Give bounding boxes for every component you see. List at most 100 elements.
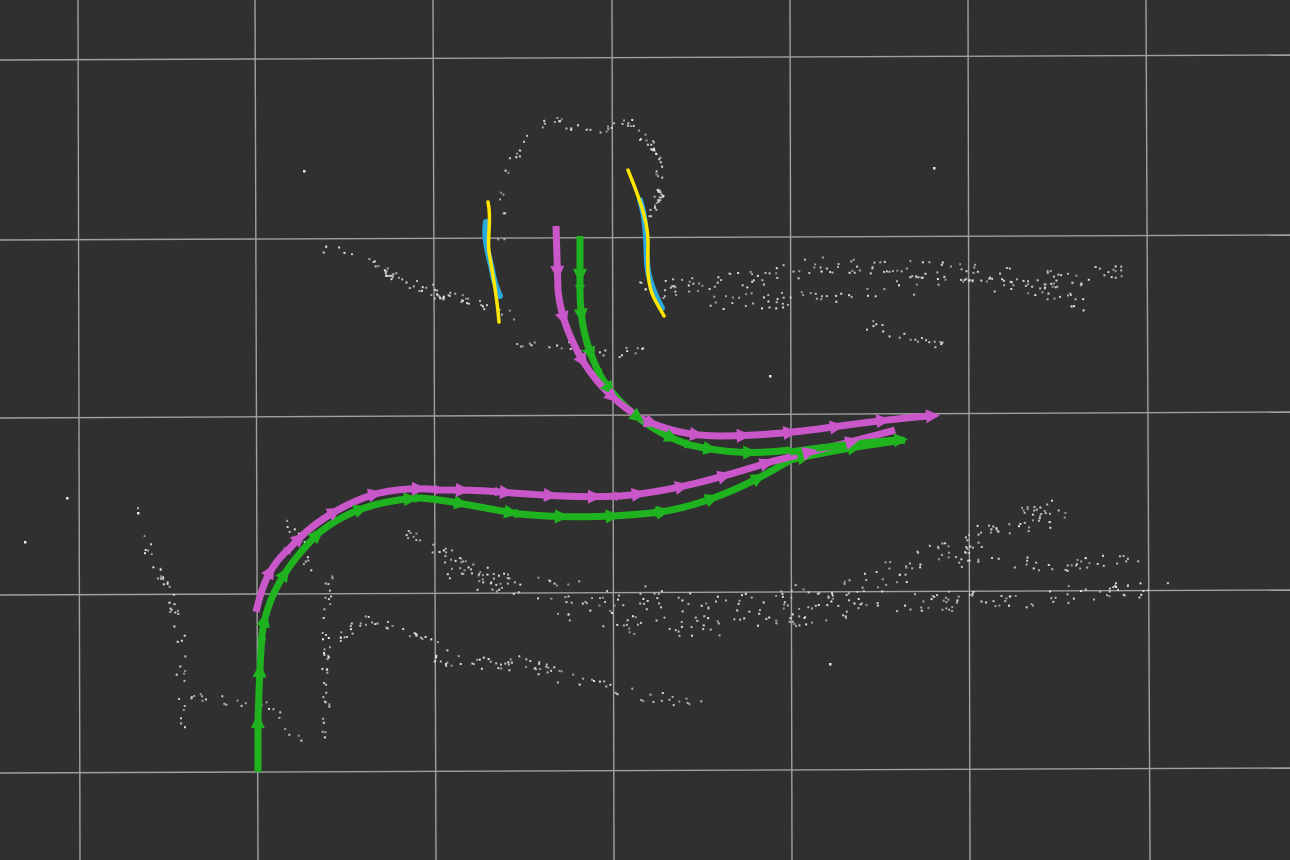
- cloud-point: [626, 124, 629, 127]
- cloud-point: [492, 573, 495, 575]
- cloud-point: [947, 556, 950, 559]
- cloud-point: [791, 620, 794, 623]
- cloud-point: [631, 615, 634, 618]
- cloud-point: [376, 622, 379, 625]
- cloud-point: [500, 586, 503, 589]
- cloud-point: [339, 639, 342, 642]
- cloud-point: [1074, 298, 1077, 301]
- cloud-point: [1139, 582, 1142, 585]
- cloud-point: [1037, 519, 1040, 522]
- cloud-point: [518, 149, 521, 152]
- cloud-point: [525, 658, 528, 661]
- cloud-point: [636, 623, 639, 626]
- cloud-point: [610, 612, 613, 614]
- cloud-point: [650, 148, 653, 151]
- cloud-point: [572, 673, 575, 676]
- cloud-point: [802, 588, 805, 591]
- cloud-point: [803, 258, 806, 261]
- cloud-point: [560, 347, 563, 350]
- cloud-point: [700, 700, 703, 703]
- cloud-point: [680, 625, 683, 628]
- cloud-point: [713, 285, 716, 288]
- cloud-point: [1036, 279, 1039, 282]
- cloud-point: [1084, 588, 1087, 591]
- cloud-point: [876, 604, 879, 607]
- cloud-point: [936, 278, 939, 280]
- cloud-point: [391, 274, 394, 277]
- cloud-point: [657, 199, 660, 202]
- trajectory-arrow-icon: [662, 428, 680, 442]
- cloud-point: [707, 617, 710, 620]
- trajectory-arrow-icon: [587, 489, 603, 504]
- cloud-point: [928, 341, 931, 344]
- cloud-point: [244, 702, 247, 705]
- cloud-point: [980, 600, 983, 603]
- cloud-point: [265, 701, 268, 704]
- cloud-point: [819, 266, 822, 269]
- cloud-point: [178, 697, 180, 700]
- cloud-point: [780, 590, 783, 593]
- cloud-point: [867, 294, 869, 297]
- cloud-point: [655, 152, 657, 155]
- cloud-point: [168, 585, 171, 588]
- cloud-point: [497, 574, 500, 577]
- cloud-point: [660, 193, 663, 196]
- cloud-point: [543, 119, 546, 122]
- cloud-point: [713, 295, 716, 298]
- cloud-point: [1115, 582, 1117, 585]
- cloud-point: [881, 578, 884, 581]
- cloud-point: [462, 573, 465, 575]
- cloud-point: [1025, 563, 1028, 566]
- cloud-point: [845, 617, 847, 620]
- cloud-point: [1117, 588, 1119, 591]
- cloud-point: [550, 597, 553, 600]
- cloud-point: [1076, 563, 1078, 566]
- cloud-point: [977, 541, 980, 544]
- cloud-point: [386, 274, 389, 277]
- cloud-point: [1103, 274, 1106, 277]
- cloud-point: [620, 354, 623, 357]
- cloud-point: [968, 533, 970, 536]
- cloud-point: [940, 343, 943, 346]
- cloud-point: [1127, 584, 1129, 587]
- cloud-point: [653, 195, 656, 198]
- cloud-point: [1088, 562, 1091, 565]
- cloud-point: [761, 307, 763, 310]
- trajectory-arrow-icon: [689, 426, 705, 441]
- cloud-point: [293, 528, 296, 531]
- cloud-point: [759, 609, 761, 612]
- trajectory-arrow-icon: [455, 482, 471, 497]
- cloud-point: [1126, 557, 1129, 560]
- cloud-point: [782, 306, 785, 309]
- cloud-point: [160, 577, 163, 580]
- cloud-point: [848, 294, 851, 297]
- cloud-point: [825, 619, 828, 622]
- cloud-point: [885, 583, 888, 586]
- cloud-point: [448, 577, 451, 580]
- cloud-point: [681, 278, 684, 281]
- cloud-point: [831, 271, 834, 274]
- cloud-point: [649, 215, 652, 218]
- cloud-point: [969, 545, 972, 548]
- cloud-point: [288, 530, 291, 533]
- cloud-point: [604, 601, 606, 603]
- cloud-point: [578, 683, 581, 686]
- cloud-point: [1049, 512, 1051, 515]
- trajectory-arrow-icon: [605, 509, 621, 524]
- lane-markers: [482, 168, 666, 324]
- cloud-point: [486, 566, 489, 569]
- cloud-point: [639, 592, 642, 595]
- cloud-point: [1034, 294, 1037, 297]
- cloud-point: [180, 722, 183, 725]
- cloud-point: [152, 566, 155, 569]
- cloud-point: [1026, 508, 1029, 511]
- cloud-point: [716, 620, 719, 623]
- cloud-point: [843, 582, 846, 585]
- cloud-point: [325, 634, 327, 636]
- cloud-point: [917, 551, 920, 554]
- cloud-point: [1025, 606, 1028, 609]
- cloud-point: [805, 623, 808, 626]
- cloud-point: [909, 608, 912, 611]
